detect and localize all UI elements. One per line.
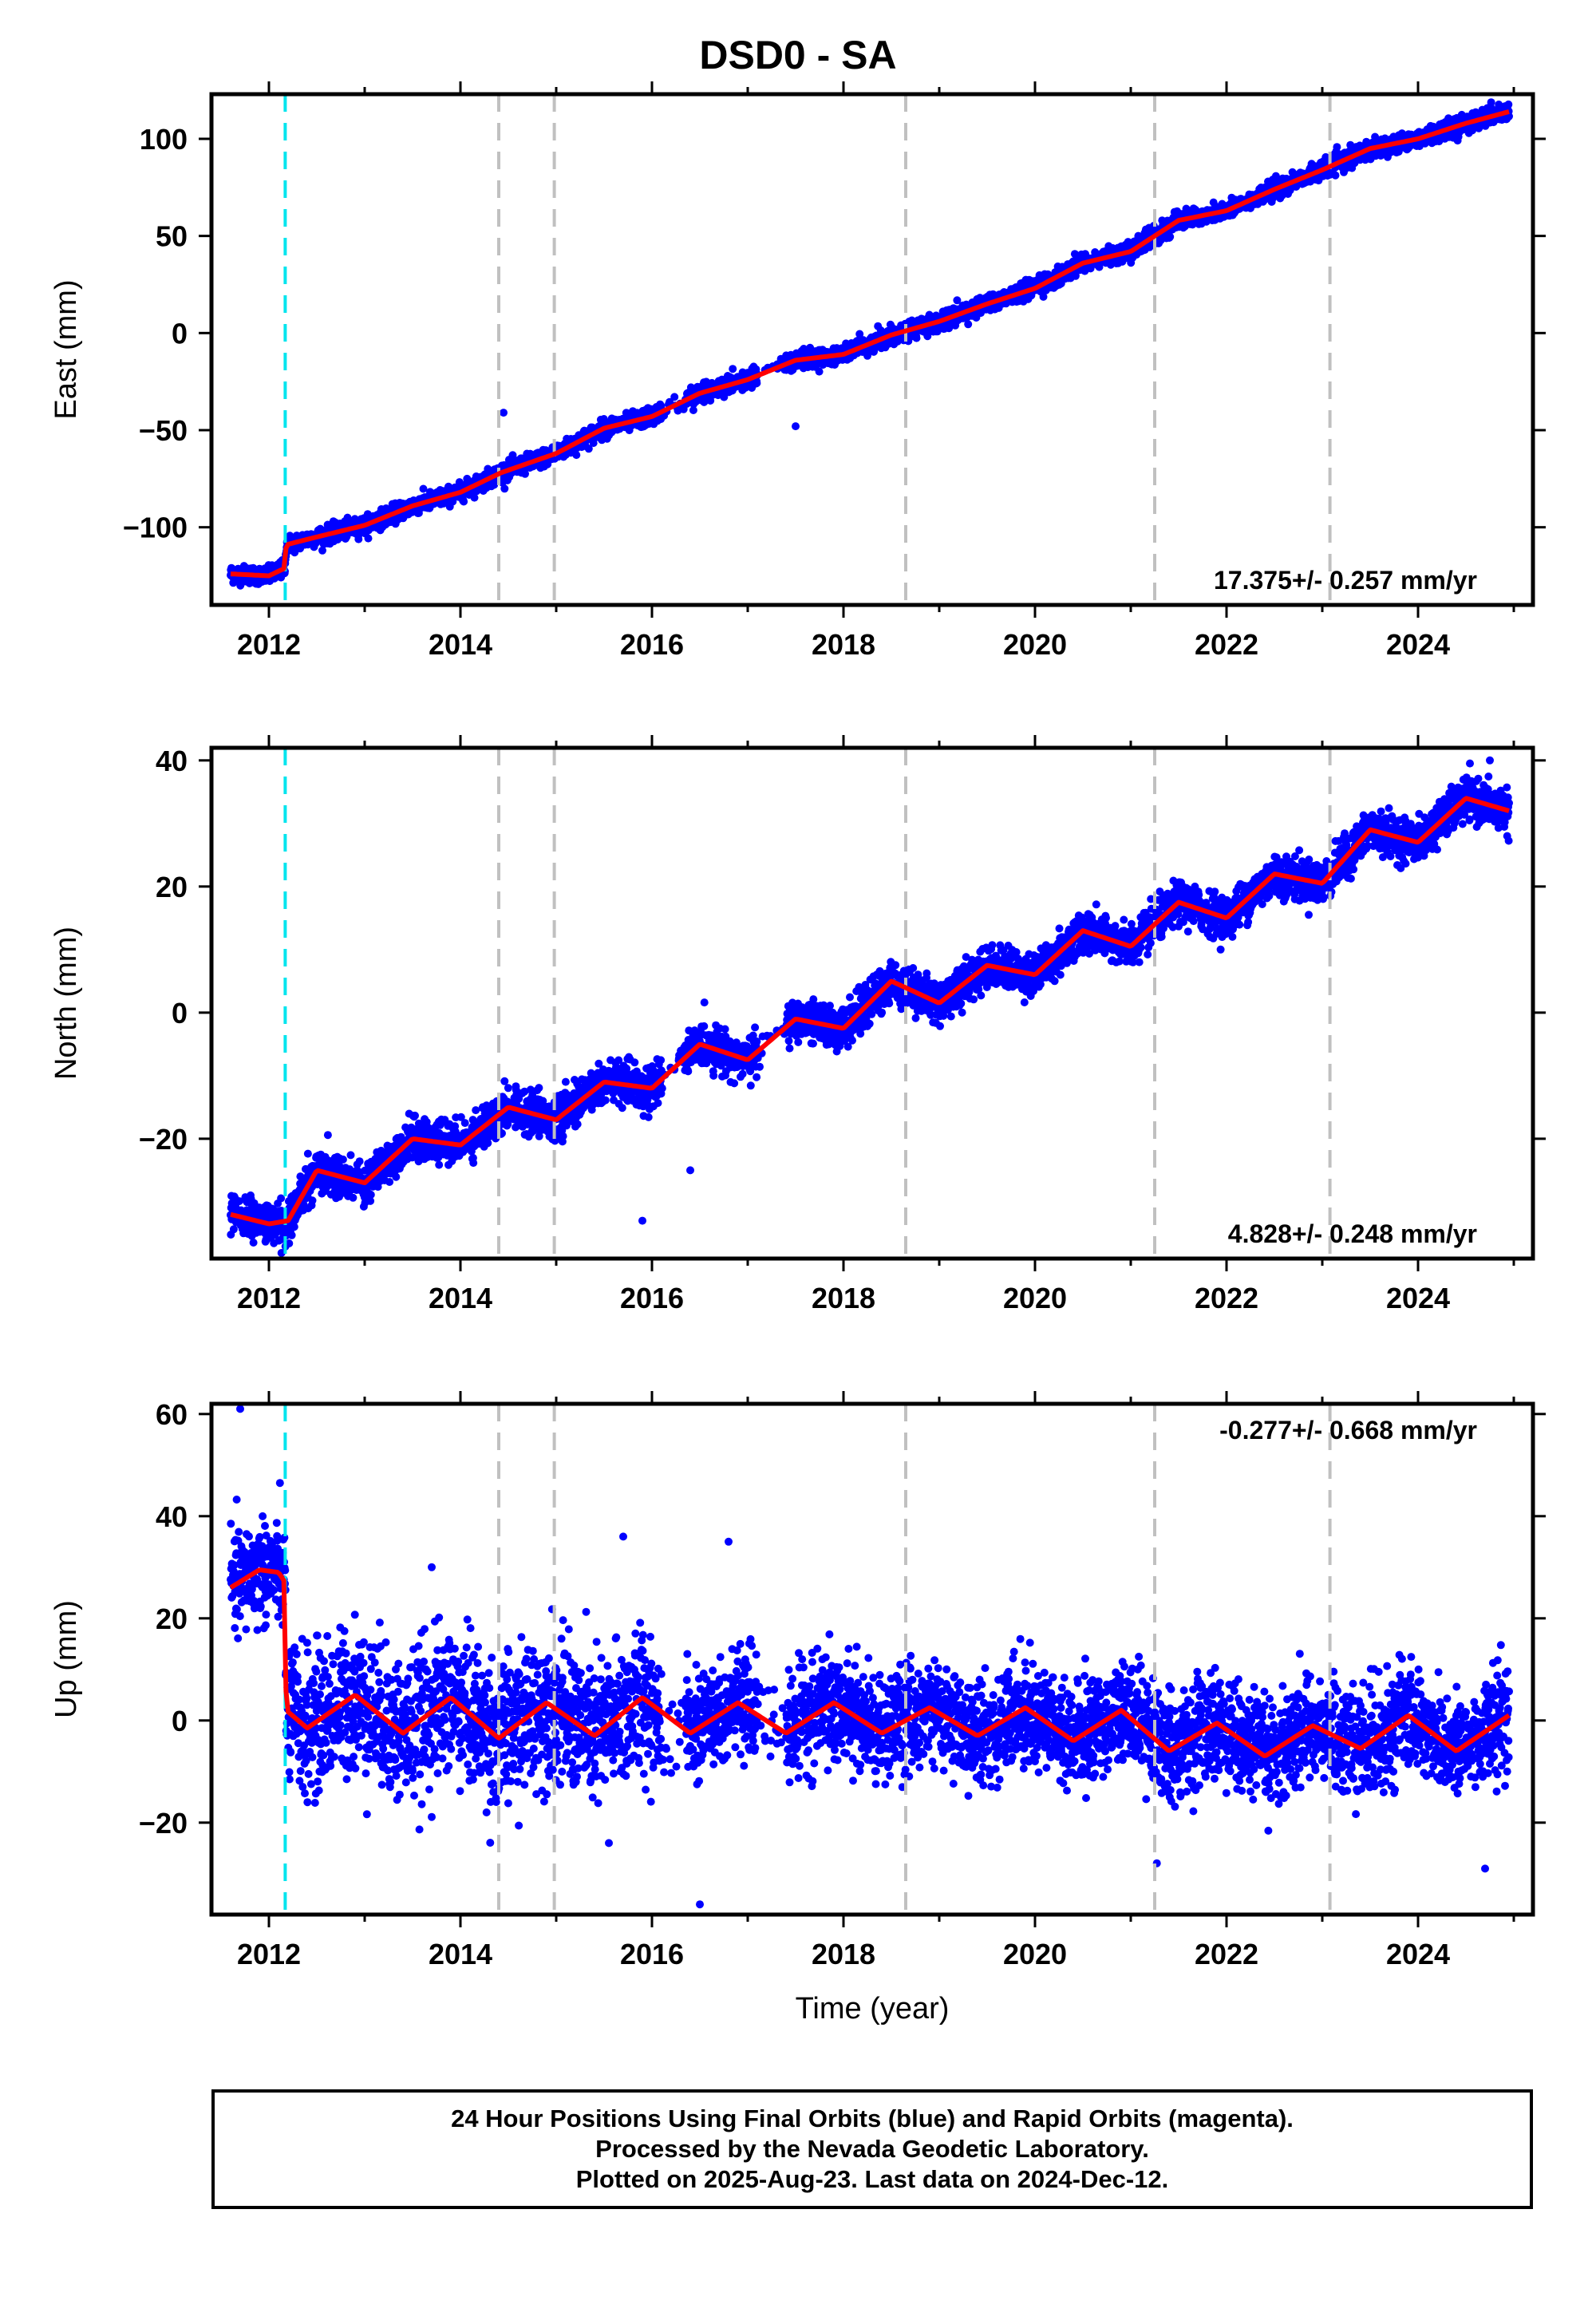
data-point xyxy=(354,535,363,543)
x-tick-label: 2012 xyxy=(237,628,301,661)
x-tick-label: 2018 xyxy=(812,628,875,661)
data-point xyxy=(1504,100,1513,109)
data-point xyxy=(815,367,824,376)
data-point xyxy=(753,379,761,387)
y-tick-label: 50 xyxy=(156,220,188,253)
data-point xyxy=(855,330,864,338)
plot-area-north xyxy=(227,748,1513,1259)
y-tick-label: 0 xyxy=(172,317,188,350)
data-point xyxy=(792,422,800,431)
y-tick-label: −50 xyxy=(139,414,188,447)
data-point xyxy=(572,451,581,460)
y-tick-label: 100 xyxy=(140,123,188,156)
data-point xyxy=(1070,250,1079,259)
data-point xyxy=(419,484,428,493)
data-point xyxy=(689,406,697,414)
chart-title: DSD0 - SA xyxy=(699,33,897,77)
data-point xyxy=(460,497,468,506)
data-point xyxy=(229,1225,238,1234)
data-point xyxy=(500,484,509,493)
panel-north: 2012 2014 2016 2018 2020 2022 2024−2002040Nort… xyxy=(49,735,1546,1314)
data-point xyxy=(508,451,517,460)
plot-area-east xyxy=(227,94,1513,605)
data-point xyxy=(670,393,679,401)
data-point xyxy=(470,493,479,502)
data-point xyxy=(249,1239,258,1247)
data-point xyxy=(729,365,737,373)
x-tick-label: 2016 xyxy=(620,628,684,661)
data-point xyxy=(912,334,921,342)
x-tick-label: 2022 xyxy=(1195,628,1258,661)
y-axis-label: East (mm) xyxy=(49,279,83,419)
rate-label: 17.375+/- 0.257 mm/yr xyxy=(1214,566,1477,595)
data-point xyxy=(584,445,593,453)
data-point xyxy=(364,534,373,543)
data-point xyxy=(964,320,973,329)
data-point xyxy=(500,409,508,417)
data-point xyxy=(1487,98,1495,107)
x-tick-label: 2024 xyxy=(1386,628,1450,661)
data-point xyxy=(1166,232,1175,241)
data-point xyxy=(1331,171,1340,180)
data-point xyxy=(1333,143,1341,152)
x-tick-label: 2020 xyxy=(1003,628,1067,661)
data-point xyxy=(863,351,871,360)
x-tick-label: 2014 xyxy=(429,628,492,661)
data-points-north xyxy=(227,756,1513,1257)
data-point xyxy=(1039,292,1048,301)
y-tick-label: −100 xyxy=(123,512,188,544)
data-point xyxy=(318,546,326,555)
data-point xyxy=(953,296,962,305)
panel-east: 2012 2014 2016 2018 2020 2022 2024 −100 −50 0 50 10… xyxy=(49,81,1546,661)
data-point xyxy=(657,401,666,410)
data-point xyxy=(521,469,529,478)
